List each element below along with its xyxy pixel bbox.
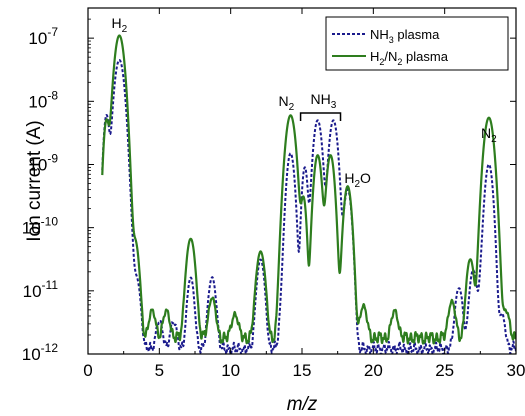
x-tick-label: 30 — [507, 361, 525, 380]
x-tick-label: 5 — [155, 361, 164, 380]
x-axis-title: m/z — [287, 394, 318, 415]
y-tick-label: 10-8 — [28, 88, 58, 111]
y-tick-label: 10-7 — [28, 25, 58, 48]
peak-annotations: H2 N2 NH3 H2O N2 — [112, 15, 498, 190]
peak-label: NH3 — [311, 91, 337, 111]
series-line-1 — [101, 34, 516, 345]
peak-label: N2 — [278, 93, 294, 113]
x-tick-label: 10 — [221, 361, 240, 380]
peak-label: N2 — [481, 125, 497, 145]
x-tick-label: 15 — [293, 361, 312, 380]
plot-lines — [101, 34, 516, 354]
legend: NH3 plasma H2/N2 plasma — [325, 16, 509, 71]
nh3-bracket — [299, 112, 342, 121]
legend-label-0: NH3 plasma — [370, 27, 440, 45]
y-tick-label: 10-9 — [28, 151, 58, 174]
y-tick-label: 10-11 — [23, 278, 59, 301]
legend-box — [325, 16, 509, 71]
y-tick-label: 10-12 — [22, 341, 59, 364]
peak-label: H2O — [344, 170, 371, 190]
peak-label: H2 — [112, 15, 128, 35]
x-tick-label: 20 — [364, 361, 383, 380]
axis-ticks: 0 5 10 15 20 25 30 10-12 10-11 10-10 10-9 10-8 10-7 — [22, 7, 525, 380]
x-tick-label: 25 — [435, 361, 454, 380]
legend-label-1: H2/N2 plasma — [370, 49, 449, 67]
x-tick-label: 0 — [83, 361, 92, 380]
y-tick-label: 10-10 — [22, 215, 59, 238]
y-axis-title: Ion current (A) — [24, 120, 45, 241]
